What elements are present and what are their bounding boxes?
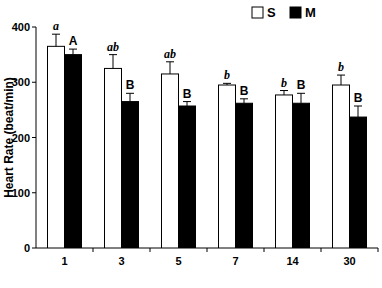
- bar: [179, 106, 196, 248]
- bar: [48, 46, 65, 248]
- legend-swatch: [290, 7, 301, 18]
- x-tick-label: 5: [175, 255, 181, 267]
- x-tick: [93, 248, 94, 252]
- letter-label: B: [183, 87, 192, 101]
- x-tick: [207, 248, 208, 252]
- x-tick-label: 1: [61, 255, 67, 267]
- error-bar: [240, 99, 248, 103]
- bars: [48, 34, 367, 248]
- bar: [219, 85, 236, 248]
- letter-label: A: [69, 34, 78, 48]
- y-tick-label: 0: [24, 242, 30, 254]
- y-label: Heart Rate (beat/min): [2, 77, 16, 198]
- letter-label: b: [338, 60, 344, 74]
- legend-label: S: [267, 5, 276, 20]
- x-tick-label: 3: [118, 255, 124, 267]
- x-tick: [264, 248, 265, 252]
- error-bar: [52, 34, 60, 46]
- letter-label: b: [224, 68, 230, 82]
- bar: [105, 68, 122, 248]
- letter-label: B: [297, 78, 306, 92]
- letter-label: ab: [164, 47, 176, 61]
- x-tick: [150, 248, 151, 252]
- error-bar: [223, 83, 231, 85]
- bar: [65, 55, 82, 248]
- y-tick: [32, 82, 36, 83]
- letter-label: ab: [107, 40, 119, 54]
- letter-label: a: [53, 19, 59, 33]
- y-tick: [32, 248, 36, 249]
- letter-label: B: [240, 84, 249, 98]
- error-bar: [337, 75, 345, 85]
- letter-label: B: [126, 78, 135, 92]
- error-bar: [280, 91, 288, 95]
- error-bar: [297, 93, 305, 103]
- letter-label: B: [354, 91, 363, 105]
- bar: [350, 117, 367, 248]
- error-bar: [354, 106, 362, 117]
- y-tick: [32, 192, 36, 193]
- bar: [236, 103, 253, 248]
- bar: [276, 95, 293, 248]
- x-tick-label: 7: [232, 255, 238, 267]
- chart: 0100200300400Heart Rate (beat/min)135714…: [0, 0, 382, 288]
- y-tick: [32, 137, 36, 138]
- letter-label: b: [281, 76, 287, 90]
- bar: [333, 85, 350, 248]
- y-tick: [32, 27, 36, 28]
- bar: [122, 102, 139, 248]
- legend-swatch: [252, 7, 263, 18]
- x-tick: [378, 248, 379, 252]
- x-tick-label: 30: [343, 255, 355, 267]
- bar: [293, 103, 310, 248]
- error-bar: [69, 49, 77, 55]
- x-tick-label: 14: [286, 255, 299, 267]
- x-tick: [321, 248, 322, 252]
- legend-label: M: [305, 5, 316, 20]
- y-tick-label: 400: [12, 21, 30, 33]
- bar: [162, 74, 179, 248]
- error-bar: [166, 62, 174, 74]
- error-bar: [109, 55, 117, 69]
- error-bar: [126, 93, 134, 101]
- error-bar: [183, 102, 191, 106]
